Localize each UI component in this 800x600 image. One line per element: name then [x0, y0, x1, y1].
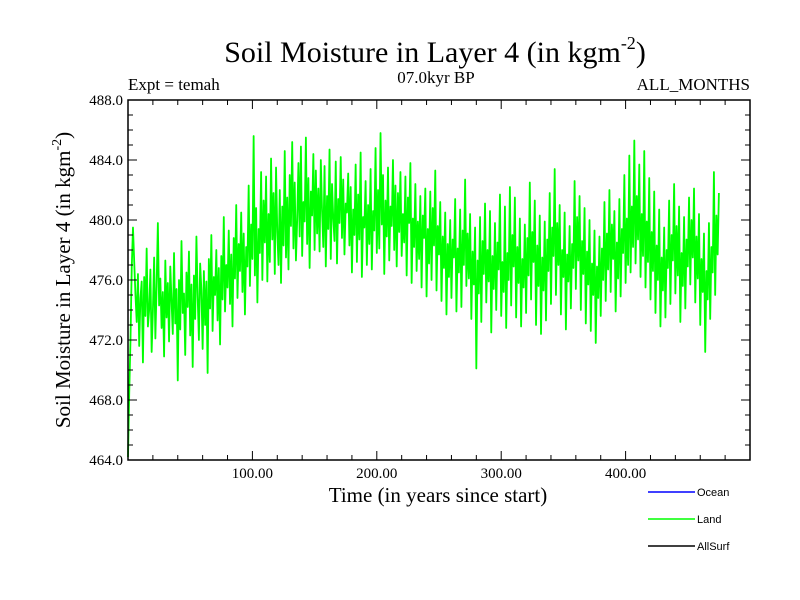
x-tick-label: 300.00 — [481, 466, 522, 482]
y-tick-label: 464.0 — [89, 453, 123, 469]
chart-title-superscript: -2 — [621, 33, 636, 53]
y-axis-label-close: ) — [51, 132, 75, 139]
series-line-land — [127, 132, 720, 458]
legend-label-allsurf: AllSurf — [697, 541, 730, 553]
y-axis-label-text: Soil Moisture in Layer 4 (in kgm — [51, 151, 75, 429]
y-tick-label: 476.0 — [89, 273, 123, 289]
x-axis-label: Time (in years since start) — [329, 483, 548, 507]
expt-label: Expt = temah — [128, 75, 220, 94]
legend: Ocean Land AllSurf — [648, 487, 730, 553]
y-tick-label: 468.0 — [89, 393, 123, 409]
y-tick-label: 472.0 — [89, 333, 123, 349]
period-label: 07.0kyr BP — [397, 68, 474, 87]
y-tick-label: 480.0 — [89, 213, 123, 229]
x-tick-label: 400.00 — [605, 466, 646, 482]
chart-title: Soil Moisture in Layer 4 (in kgm-2) — [224, 33, 646, 69]
y-tick-label: 484.0 — [89, 153, 123, 169]
x-tick-label: 100.00 — [232, 466, 273, 482]
chart-title-close: ) — [636, 36, 646, 69]
months-label: ALL_MONTHS — [637, 75, 750, 94]
legend-label-ocean: Ocean — [697, 487, 729, 499]
chart-title-text: Soil Moisture in Layer 4 (in kgm — [224, 36, 621, 69]
y-axis-label: Soil Moisture in Layer 4 (in kgm-2) — [50, 132, 75, 428]
legend-label-land: Land — [697, 514, 721, 526]
y-axis-ticks: 464.0 468.0 472.0 476.0 480.0 484.0 488.0 — [89, 93, 750, 469]
x-axis-ticks: 100.00 200.00 300.00 400.00 — [152, 100, 726, 482]
x-tick-label: 200.00 — [356, 466, 397, 482]
y-axis-label-superscript: -2 — [50, 139, 65, 151]
y-tick-label: 488.0 — [89, 93, 123, 109]
